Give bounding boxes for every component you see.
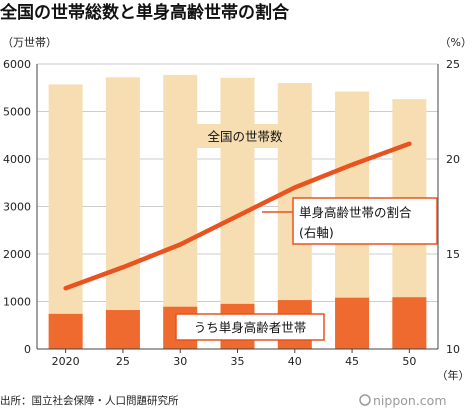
single-elderly-bar [48, 313, 83, 349]
chart-title: 全国の世帯総数と単身高齢世帯の割合 [0, 2, 290, 23]
x-tick-label: 40 [288, 355, 302, 368]
single-elderly-callout: うち単身高齢者世帯 [175, 313, 325, 341]
single-elderly-bar [335, 297, 370, 349]
single-elderly-bar [392, 297, 427, 349]
x-tick-label: 45 [345, 355, 359, 368]
left-tick-label: 1000 [3, 296, 31, 309]
x-tick-label: 25 [116, 355, 130, 368]
brand-text: nippon.com [373, 393, 447, 408]
right-tick-label: 10 [446, 343, 460, 356]
single-elderly-callout-box [175, 313, 325, 341]
share-line-callout: 単身高齢世帯の割合 (右軸) [262, 197, 438, 245]
left-tick-labels: 0 1000 2000 3000 4000 5000 6000 [3, 58, 31, 356]
total-households-bar [220, 77, 255, 350]
right-tick-label: 20 [446, 153, 460, 166]
share-line-layer [63, 141, 412, 291]
left-tick-label: 4000 [3, 153, 31, 166]
left-tick-label: 2000 [3, 248, 31, 261]
x-axis-unit: （年） [437, 368, 470, 382]
total-households-bar [105, 77, 140, 350]
share-line-callout-label: 単身高齢世帯の割合 [299, 205, 412, 220]
single-elderly-bar [105, 310, 140, 349]
right-tick-label: 15 [446, 248, 460, 261]
x-tick-label: 50 [402, 355, 416, 368]
share-line-callout-sublabel: (右軸) [299, 225, 334, 240]
brand-logo-icon [359, 394, 371, 406]
x-tick-labels: 2020 25 30 35 40 45 50 [52, 355, 417, 368]
total-households-callout-box [188, 124, 302, 148]
right-tick-label: 25 [446, 58, 460, 71]
left-axis-unit: （万世帯） [2, 36, 57, 49]
right-axis-unit: （%） [440, 36, 472, 49]
brand-logo: nippon.com [359, 393, 447, 408]
x-tick-label: 30 [173, 355, 187, 368]
share-line [63, 141, 412, 291]
left-tick-label: 5000 [3, 106, 31, 119]
single-elderly-bars [48, 297, 427, 349]
total-households-callout: 全国の世帯数 [188, 124, 302, 148]
left-tick-label: 6000 [3, 58, 31, 71]
x-tick-label: 35 [231, 355, 245, 368]
right-tick-labels: 10 15 20 25 [446, 58, 460, 356]
total-households-bar [163, 74, 198, 350]
single-elderly-callout-label: うち単身高齢者世帯 [194, 320, 307, 335]
left-tick-label: 0 [24, 343, 31, 356]
left-tick-label: 3000 [3, 201, 31, 214]
x-tick-label: 2020 [52, 355, 80, 368]
source-note: 出所：国立社会保障・人口問題研究所 [0, 394, 179, 407]
total-households-callout-label: 全国の世帯数 [207, 129, 283, 144]
share-line-callout-box [292, 197, 438, 245]
total-households-bar [48, 84, 83, 350]
axes [36, 64, 439, 353]
